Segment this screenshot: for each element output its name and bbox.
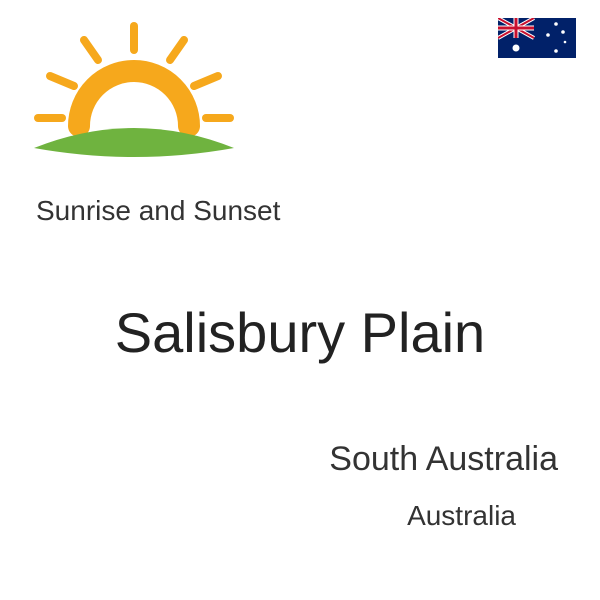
region-text: South Australia [329, 440, 558, 479]
australia-flag-icon [498, 18, 576, 58]
country-text: Australia [407, 500, 516, 532]
sunrise-icon [24, 18, 244, 178]
tagline-text: Sunrise and Sunset [36, 195, 280, 227]
location-title: Salisbury Plain [0, 300, 600, 365]
sunrise-logo [24, 18, 244, 178]
